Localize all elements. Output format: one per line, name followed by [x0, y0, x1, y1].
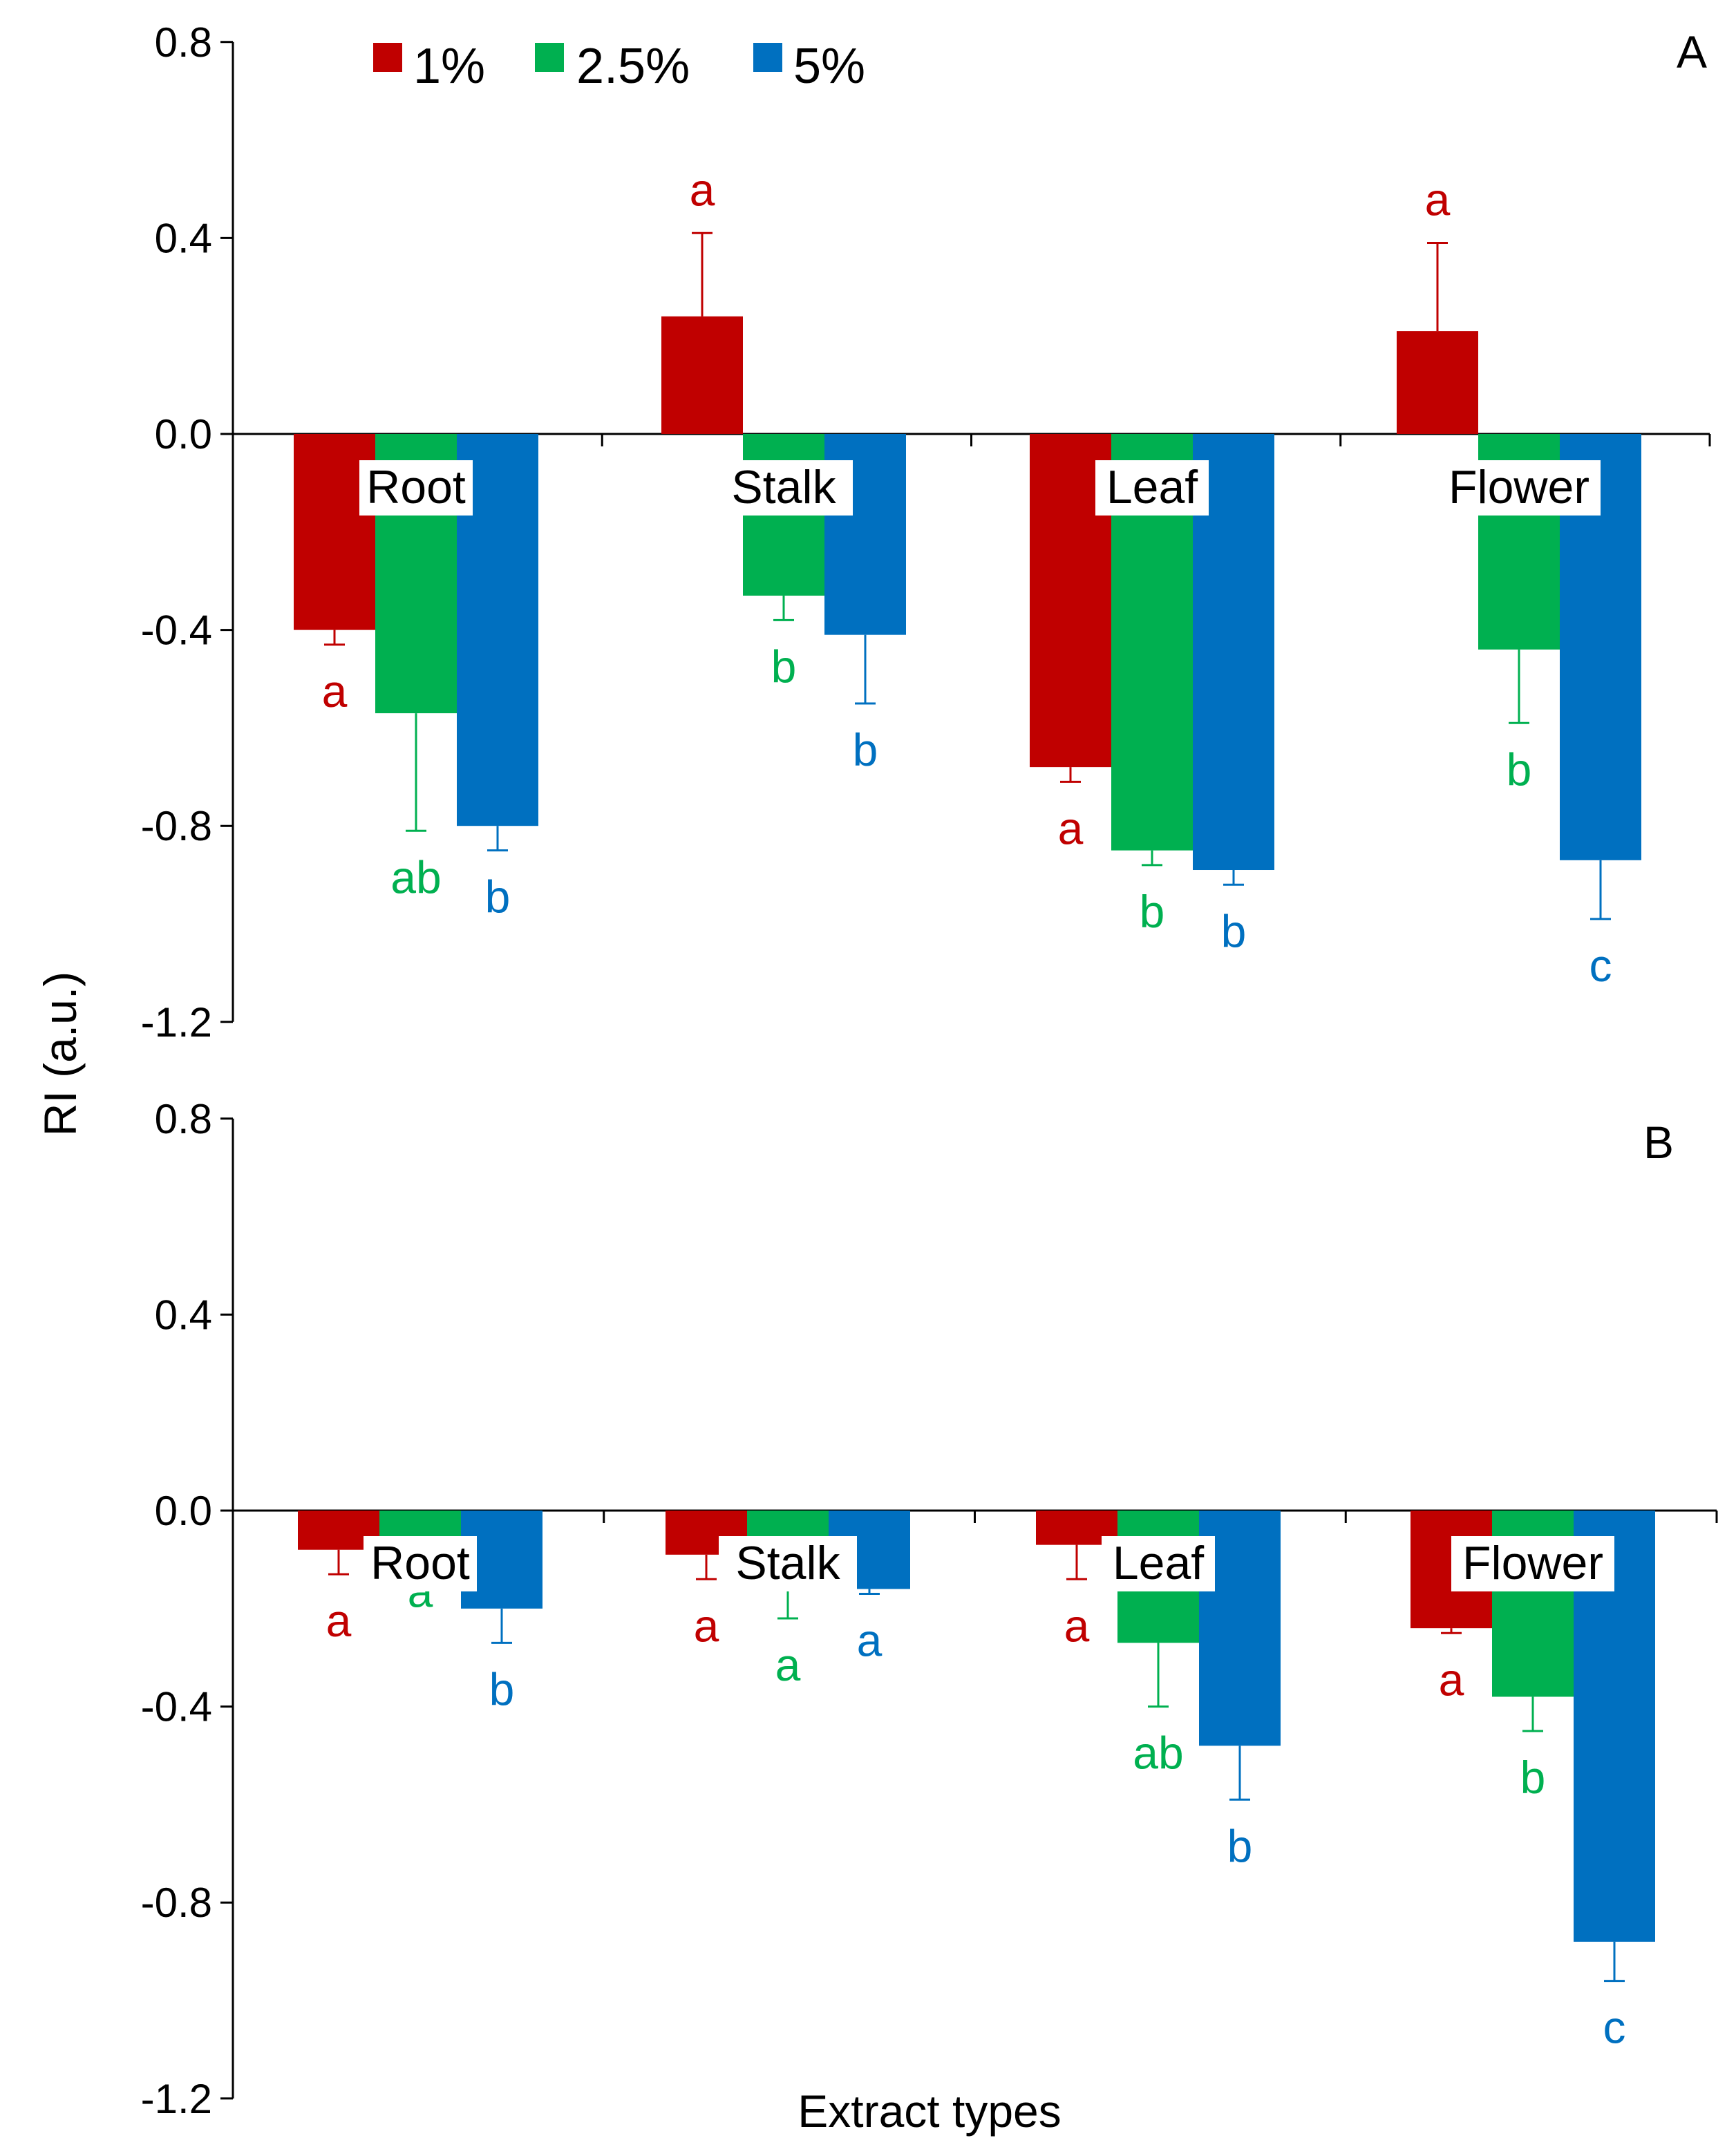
category-label-bg-a-leaf: [1095, 460, 1209, 516]
sig-letter-b-root-s3: b: [489, 1663, 515, 1714]
sig-letter-a-leaf-s2: b: [1140, 886, 1165, 937]
legend-swatch-2-5pct: [535, 43, 564, 72]
sig-letter-a-leaf-s3: b: [1221, 905, 1247, 956]
y-tick-label: -0.8: [141, 1880, 212, 1926]
sig-letter-a-flower-s3: c: [1589, 940, 1612, 991]
x-axis-title: Extract types: [798, 2086, 1061, 2137]
sig-letter-b-stalk-s1: a: [694, 1600, 719, 1651]
category-label-a-root: Root: [366, 461, 466, 513]
sig-letter-a-stalk-s1: a: [690, 164, 715, 215]
sig-letter-a-flower-s2: b: [1507, 744, 1532, 795]
y-tick-label: -1.2: [141, 999, 212, 1046]
y-tick-label: 0.4: [155, 215, 212, 261]
sig-letter-b-leaf-s3: b: [1227, 1820, 1253, 1871]
sig-letter-b-flower-s1: a: [1439, 1654, 1464, 1705]
sig-letter-a-root-s2: ab: [390, 851, 441, 902]
sig-letter-b-root-s1: a: [326, 1595, 352, 1646]
y-tick-label: -0.4: [141, 607, 212, 654]
legend-swatch-1pct: [373, 43, 402, 72]
y-tick-label: 0.8: [155, 19, 212, 66]
sig-letter-b-stalk-s2: a: [775, 1639, 801, 1690]
category-label-a-leaf: Leaf: [1106, 461, 1198, 513]
category-label-b-flower: Flower: [1462, 1537, 1603, 1589]
category-label-b-root: Root: [370, 1537, 470, 1589]
category-label-bg-b-stalk: [719, 1536, 857, 1591]
y-tick-label: 0.0: [155, 1488, 212, 1534]
sig-letter-b-leaf-s2: ab: [1133, 1728, 1183, 1779]
panel-label-b: B: [1643, 1117, 1674, 1168]
sig-letter-b-leaf-s1: a: [1064, 1600, 1090, 1651]
sig-letter-b-stalk-s3: a: [857, 1615, 883, 1666]
y-tick-label: 0.8: [155, 1096, 212, 1142]
legend: 1% 2.5% 5%: [373, 39, 865, 94]
sig-letter-b-flower-s2: b: [1520, 1752, 1546, 1803]
sig-letter-a-leaf-s1: a: [1058, 802, 1084, 853]
y-axis-title: RI (a.u.): [35, 972, 86, 1136]
panel-label-a: A: [1677, 26, 1707, 77]
legend-label-5pct: 5%: [793, 39, 865, 94]
category-label-a-stalk: Stalk: [731, 461, 836, 513]
category-label-bg-a-root: [359, 460, 473, 516]
bar-a-flower-s1: [1397, 331, 1478, 434]
panel-b: 0.80.40.0-0.4-0.8-1.2aaaaaaabbbabcRootSt…: [141, 1096, 1718, 2122]
category-label-bg-b-root: [364, 1536, 477, 1591]
category-label-a-flower: Flower: [1449, 461, 1589, 513]
category-label-bg-b-flower: [1451, 1536, 1614, 1591]
sig-letter-a-root-s1: a: [322, 665, 348, 717]
category-label-b-leaf: Leaf: [1113, 1537, 1204, 1589]
sig-letter-b-flower-s3: c: [1603, 2002, 1626, 2053]
legend-label-2-5pct: 2.5%: [576, 39, 690, 94]
bar-a-stalk-s1: [661, 316, 743, 434]
y-tick-label: -1.2: [141, 2076, 212, 2122]
category-label-bg-a-flower: [1437, 460, 1601, 516]
sig-letter-a-stalk-s2: b: [771, 641, 797, 692]
category-label-bg-a-stalk: [715, 460, 853, 516]
y-tick-label: 0.0: [155, 411, 212, 457]
sig-letter-a-root-s3: b: [485, 871, 511, 923]
y-tick-label: -0.4: [141, 1684, 212, 1730]
category-label-bg-b-leaf: [1102, 1536, 1215, 1591]
sig-letter-a-flower-s1: a: [1425, 173, 1451, 225]
legend-swatch-5pct: [753, 43, 782, 72]
y-tick-label: -0.8: [141, 803, 212, 849]
sig-letter-a-stalk-s3: b: [853, 724, 878, 775]
y-tick-label: 0.4: [155, 1292, 212, 1338]
legend-label-1pct: 1%: [413, 39, 485, 94]
category-label-b-stalk: Stalk: [735, 1537, 840, 1589]
